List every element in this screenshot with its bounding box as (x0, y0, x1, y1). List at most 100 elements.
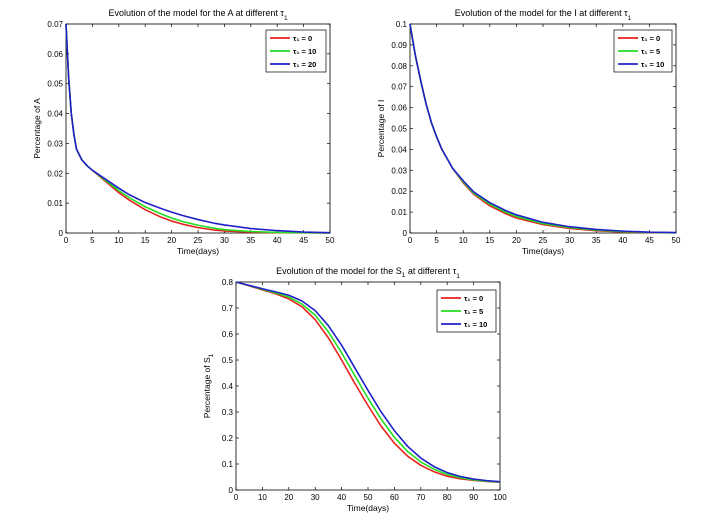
y-axis-label-text: Percentage of S (202, 357, 212, 418)
x-tick-label: 45 (299, 236, 308, 245)
legend: τ₁ = 0 τ₁ = 5 τ₁ = 10 (436, 289, 497, 333)
series-line-1 (235, 281, 501, 483)
legend-label-0: τ₁ = 0 (293, 34, 312, 43)
y-axis-label: Percentage of A (32, 98, 42, 159)
x-tick-label: 0 (408, 236, 413, 245)
chart-panel-S1: 0 10 20 30 40 50 60 70 80 90 100 0 0.1 0.2 0.3 0.4 0.5 0.… (202, 266, 507, 513)
chart-panel-A: 0 5 10 15 20 25 30 35 40 45 50 0 0.01 0.02 0.03 0.04 0.0… (32, 8, 335, 256)
x-tick-label: 0 (64, 236, 69, 245)
legend: τ₁ = 0 τ₁ = 5 τ₁ = 10 (613, 29, 673, 73)
y-tick-label: 0.1 (222, 460, 234, 469)
chart-title-text-after: at different τ (405, 266, 456, 276)
y-tick-label: 0.4 (222, 382, 234, 391)
y-tick-label: 0.05 (47, 80, 63, 89)
x-tick-label: 10 (258, 493, 267, 502)
x-tick-label: 5 (90, 236, 95, 245)
y-tick-label: 0 (229, 486, 234, 495)
y-tick-label: 0.02 (47, 169, 63, 178)
y-tick-label: 0.03 (391, 166, 407, 175)
series-line-0 (235, 281, 501, 483)
x-tick-label: 50 (672, 236, 681, 245)
legend: τ₁ = 0 τ₁ = 10 τ₁ = 20 (265, 29, 327, 73)
legend-label-0: τ₁ = 0 (464, 294, 483, 303)
x-tick-label: 70 (416, 493, 425, 502)
x-tick-label: 90 (469, 493, 478, 502)
y-tick-label: 0.06 (47, 50, 63, 59)
y-tick-label: 0.5 (222, 356, 234, 365)
chart-title-subscript: 1 (284, 15, 288, 22)
x-tick-label: 40 (337, 493, 346, 502)
chart-title-subscript: 1 (456, 273, 460, 280)
chart-title-text: Evolution of the model for the S (276, 266, 402, 276)
y-tick-label: 0.09 (391, 41, 407, 50)
y-tick-label: 0.02 (391, 187, 407, 196)
chart-panel-I: 0 5 10 15 20 25 30 35 40 45 50 0 0.01 0.02 0.03 0.04 0.0… (376, 8, 681, 256)
y-tick-label: 0.08 (391, 62, 407, 71)
x-tick-label: 20 (512, 236, 521, 245)
x-tick-label: 45 (645, 236, 654, 245)
y-tick-label: 0.3 (222, 408, 234, 417)
x-tick-label: 15 (485, 236, 494, 245)
x-tick-label: 80 (443, 493, 452, 502)
legend-label-1: τ₁ = 5 (464, 307, 483, 316)
y-tick-label: 0.7 (222, 304, 234, 313)
x-tick-label: 35 (246, 236, 255, 245)
series-line-2 (235, 281, 501, 483)
chart-title-text: Evolution of the model for the A at diff… (108, 8, 284, 18)
x-tick-label: 35 (592, 236, 601, 245)
y-axis-label: Percentage of I (376, 100, 386, 158)
y-tick-label: 0.01 (391, 208, 407, 217)
legend-label-1: τ₁ = 5 (641, 47, 660, 56)
legend-label-2: τ₁ = 10 (464, 320, 487, 329)
x-tick-label: 5 (434, 236, 439, 245)
y-tick-label: 0.2 (222, 434, 234, 443)
chart-title: Evolution of the model for the I at diff… (455, 8, 632, 22)
series-line-2 (65, 23, 331, 234)
y-axis-label: Percentage of S1 (202, 353, 215, 418)
x-tick-label: 20 (284, 493, 293, 502)
chart-title-text: Evolution of the model for the I at diff… (455, 8, 628, 18)
x-tick-label: 60 (390, 493, 399, 502)
x-tick-label: 10 (114, 236, 123, 245)
y-tick-label: 0 (59, 229, 64, 238)
legend-label-0: τ₁ = 0 (641, 34, 660, 43)
x-tick-label: 25 (194, 236, 203, 245)
x-axis-label: Time(days) (522, 246, 564, 256)
legend-label-1: τ₁ = 10 (293, 47, 316, 56)
legend-label-2: τ₁ = 10 (641, 60, 664, 69)
y-tick-label: 0.01 (47, 199, 63, 208)
chart-title-subscript: 1 (628, 15, 632, 22)
chart-title-subscript: 1 (402, 272, 406, 279)
y-tick-label: 0.05 (391, 125, 407, 134)
y-tick-label: 0 (403, 229, 408, 238)
y-tick-label: 0.1 (396, 20, 408, 29)
x-tick-label: 30 (220, 236, 229, 245)
x-tick-label: 100 (493, 493, 507, 502)
x-tick-label: 0 (234, 493, 239, 502)
chart-title: Evolution of the model for the A at diff… (108, 8, 288, 22)
x-tick-label: 15 (141, 236, 150, 245)
y-tick-label: 0.03 (47, 139, 63, 148)
chart-title: Evolution of the model for the S1 at dif… (276, 266, 460, 280)
x-tick-label: 10 (459, 236, 468, 245)
x-tick-label: 50 (326, 236, 335, 245)
y-tick-label: 0.04 (47, 110, 63, 119)
legend-label-2: τ₁ = 20 (293, 60, 316, 69)
x-tick-label: 40 (618, 236, 627, 245)
x-axis-label: Time(days) (177, 246, 219, 256)
x-tick-label: 25 (539, 236, 548, 245)
y-axis-label-text: Percentage of A (32, 98, 42, 159)
x-tick-label: 30 (311, 493, 320, 502)
y-tick-label: 0.6 (222, 330, 234, 339)
y-tick-label: 0.04 (391, 145, 407, 154)
y-tick-label: 0.8 (222, 278, 234, 287)
x-tick-label: 50 (364, 493, 373, 502)
y-tick-label: 0.07 (47, 20, 63, 29)
y-axis-label-subscript: 1 (208, 353, 215, 357)
y-axis-label-text: Percentage of I (376, 100, 386, 158)
y-tick-label: 0.06 (391, 104, 407, 113)
x-tick-label: 40 (273, 236, 282, 245)
x-tick-label: 20 (167, 236, 176, 245)
y-tick-label: 0.07 (391, 83, 407, 92)
